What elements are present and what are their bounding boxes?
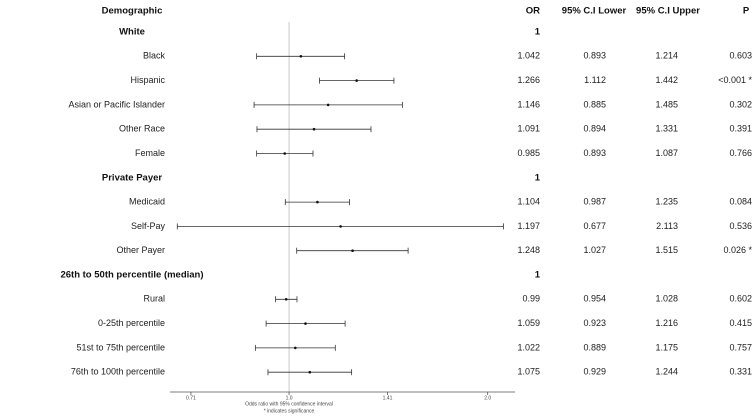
lower-value: 0.677 bbox=[583, 221, 606, 231]
lower-value: 1.112 bbox=[584, 75, 606, 85]
lower-value: 0.893 bbox=[583, 148, 606, 158]
or-value: 1.248 bbox=[517, 245, 540, 255]
column-header: 95% C.I Upper bbox=[636, 6, 700, 17]
upper-value: 1.485 bbox=[655, 99, 678, 109]
column-header: 95% C.I Lower bbox=[562, 6, 627, 17]
footnote: * indicates significance bbox=[264, 408, 315, 414]
row-label: 76th to 100th percentile bbox=[71, 367, 165, 377]
or-value: 1.266 bbox=[517, 75, 540, 85]
lower-value: 0.954 bbox=[583, 294, 606, 304]
row-label: Self-Pay bbox=[131, 221, 166, 231]
x-tick-label: 2.0 bbox=[484, 395, 491, 401]
upper-value: 1.028 bbox=[655, 294, 678, 304]
point-estimate bbox=[316, 200, 319, 204]
or-value: 1 bbox=[535, 27, 541, 38]
upper-value: 1.331 bbox=[655, 124, 678, 134]
upper-value: 2.113 bbox=[656, 221, 678, 231]
point-estimate bbox=[351, 249, 354, 252]
point-estimate bbox=[299, 55, 303, 58]
upper-value: 1.442 bbox=[655, 75, 678, 85]
or-value: 1.022 bbox=[517, 342, 540, 352]
point-estimate bbox=[284, 298, 288, 301]
or-value: 1.042 bbox=[517, 51, 540, 61]
x-tick-label: 0.71 bbox=[186, 395, 196, 401]
point-estimate bbox=[304, 322, 307, 325]
p-value: 0.415 bbox=[729, 318, 752, 328]
row-label: Asian or Pacific Islander bbox=[68, 99, 165, 109]
upper-value: 1.175 bbox=[655, 342, 678, 352]
point-estimate bbox=[326, 103, 330, 107]
point-estimate bbox=[308, 370, 312, 374]
p-value: 0.766 bbox=[729, 148, 752, 158]
point-estimate bbox=[339, 225, 342, 228]
lower-value: 0.923 bbox=[583, 318, 606, 328]
p-value: 0.084 bbox=[729, 196, 752, 206]
lower-value: 0.987 bbox=[583, 196, 606, 206]
point-estimate bbox=[283, 152, 287, 155]
or-value: 1.091 bbox=[517, 124, 540, 134]
x-tick-label: 1.0 bbox=[286, 395, 293, 401]
upper-value: 1.087 bbox=[655, 148, 678, 158]
p-value: 0.302 bbox=[729, 99, 752, 109]
x-axis-title: Odds ratio with 95% confidence interval bbox=[245, 401, 333, 407]
row-label: Female bbox=[135, 148, 165, 158]
or-value: 1.146 bbox=[517, 99, 540, 109]
lower-value: 0.894 bbox=[583, 124, 606, 134]
group-label: Private Payer bbox=[102, 172, 163, 183]
p-value: 0.536 bbox=[729, 221, 752, 231]
x-tick-label: 1.41 bbox=[383, 395, 393, 401]
row-label: Rural bbox=[143, 294, 165, 304]
row-label: 51st to 75th percentile bbox=[76, 342, 165, 352]
or-value: 1.197 bbox=[517, 221, 540, 231]
column-header: P bbox=[743, 6, 750, 17]
lower-value: 1.027 bbox=[583, 245, 606, 255]
upper-value: 1.216 bbox=[655, 318, 678, 328]
upper-value: 1.515 bbox=[655, 245, 678, 255]
or-value: 1.104 bbox=[517, 196, 540, 206]
lower-value: 0.893 bbox=[583, 51, 606, 61]
point-estimate bbox=[355, 79, 358, 82]
point-estimate bbox=[312, 127, 316, 131]
column-header: OR bbox=[526, 6, 540, 17]
row-label: 0-25th percentile bbox=[98, 318, 165, 328]
lower-value: 0.929 bbox=[583, 367, 606, 377]
point-estimate bbox=[294, 346, 297, 350]
group-label: 26th to 50th percentile (median) bbox=[60, 270, 203, 281]
p-value: 0.603 bbox=[729, 51, 752, 61]
group-label: White bbox=[119, 27, 145, 38]
p-value: 0.331 bbox=[729, 367, 752, 377]
p-value: 0.602 bbox=[729, 294, 752, 304]
or-value: 1.059 bbox=[517, 318, 540, 328]
upper-value: 1.244 bbox=[655, 367, 678, 377]
row-label: Hispanic bbox=[130, 75, 165, 85]
p-value: 0.026 * bbox=[723, 245, 752, 255]
row-label: Black bbox=[143, 51, 166, 61]
column-header: Demographic bbox=[102, 6, 163, 17]
or-value: 0.99 bbox=[522, 294, 540, 304]
upper-value: 1.235 bbox=[655, 196, 678, 206]
upper-value: 1.214 bbox=[655, 51, 678, 61]
or-value: 0.985 bbox=[517, 148, 540, 158]
row-label: Other Payer bbox=[116, 245, 165, 255]
row-label: Medicaid bbox=[129, 196, 165, 206]
or-value: 1.075 bbox=[517, 367, 540, 377]
lower-value: 0.885 bbox=[583, 99, 606, 109]
p-value: <0.001 * bbox=[718, 75, 752, 85]
or-value: 1 bbox=[535, 172, 541, 183]
lower-value: 0.889 bbox=[583, 342, 606, 352]
or-value: 1 bbox=[535, 270, 541, 281]
row-label: Other Race bbox=[119, 124, 165, 134]
p-value: 0.391 bbox=[729, 124, 752, 134]
p-value: 0.757 bbox=[729, 342, 752, 352]
